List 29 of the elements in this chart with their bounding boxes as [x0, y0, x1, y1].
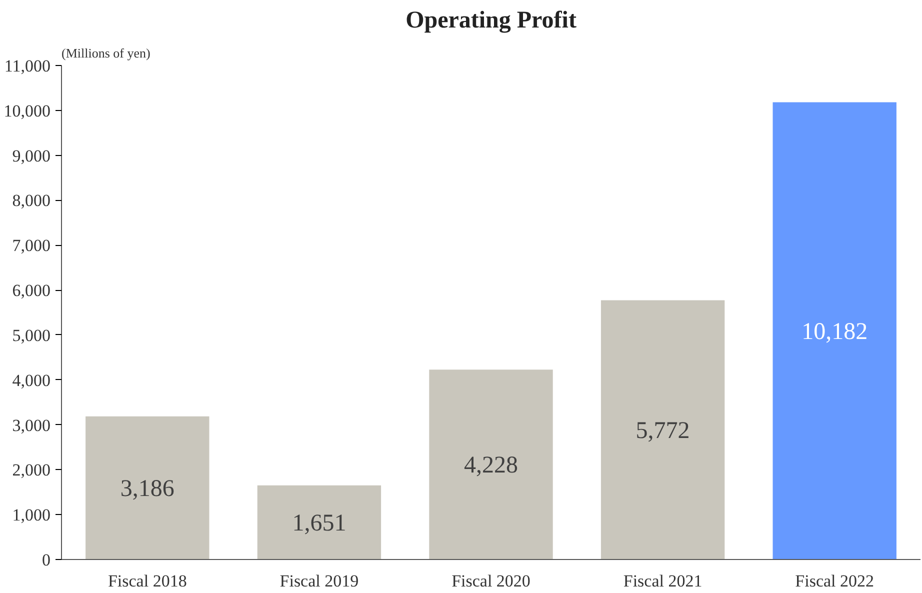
- y-tick-label: 0: [42, 550, 50, 570]
- y-tick-label: 9,000: [12, 146, 50, 166]
- y-tick-label: 1,000: [12, 506, 50, 525]
- x-tick-label: Fiscal 2020: [452, 572, 530, 590]
- y-tick-label: 11,000: [4, 56, 51, 76]
- x-tick-label: Fiscal 2021: [623, 572, 702, 590]
- x-tick-label: Fiscal 2018: [108, 572, 187, 590]
- y-tick-label: 7,000: [12, 236, 50, 256]
- bar: [772, 102, 896, 560]
- x-tick-label: Fiscal 2019: [280, 572, 359, 590]
- bar: [257, 485, 382, 560]
- y-tick-label: 8,000: [12, 191, 50, 210]
- bar: [600, 300, 725, 560]
- bar: [429, 370, 553, 560]
- y-axis-title: (Millions of yen): [62, 46, 150, 60]
- data-label: 1,651: [292, 510, 346, 536]
- x-tick-label: Fiscal 2022: [795, 572, 874, 590]
- data-label: 10,182: [802, 318, 868, 345]
- data-label: 5,772: [636, 418, 690, 444]
- bar: [86, 416, 210, 560]
- y-tick-label: 5,000: [12, 326, 50, 345]
- y-tick-label: 3,000: [12, 416, 50, 435]
- y-tick-label: 6,000: [12, 281, 50, 300]
- y-tick-label: 10,000: [4, 101, 50, 120]
- data-label: 3,186: [120, 476, 174, 502]
- data-label: 4,228: [464, 452, 518, 479]
- chart-title: Operating Profit: [406, 8, 576, 34]
- y-tick-label: 2,000: [12, 460, 50, 480]
- y-tick-label: 4,000: [12, 370, 50, 390]
